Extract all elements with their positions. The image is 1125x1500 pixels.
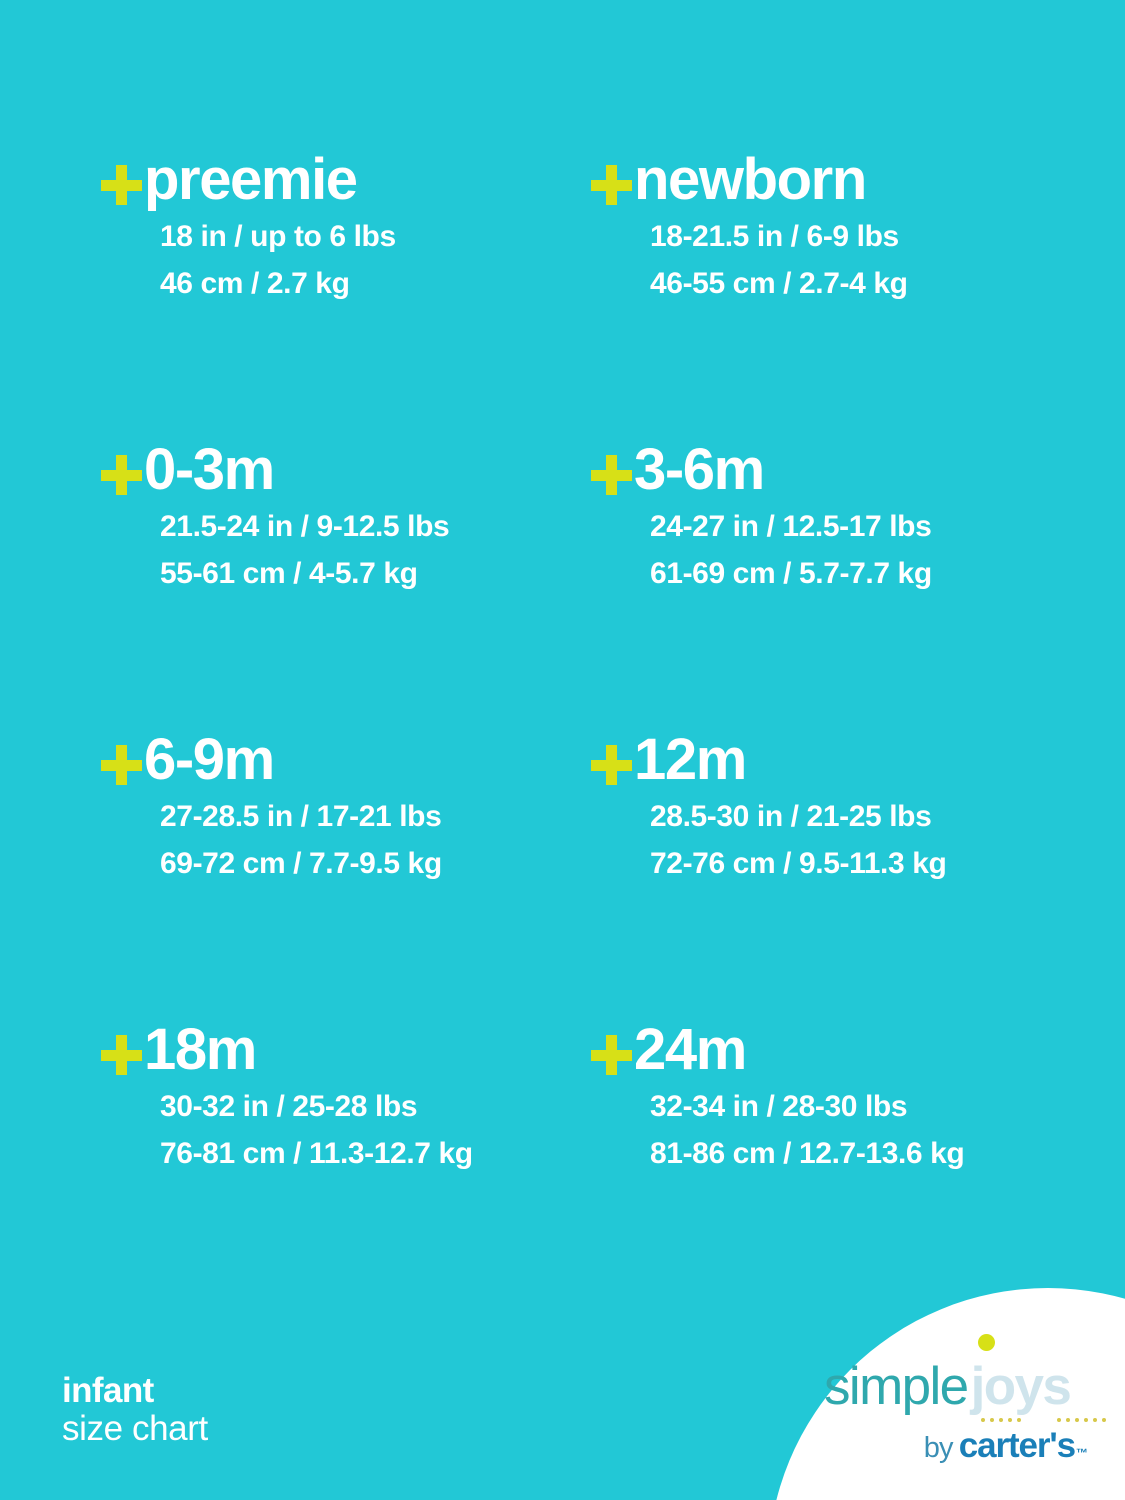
joy-dot-icon: [977, 1334, 995, 1351]
size-measurement-imperial: 24-27 in / 12.5-17 lbs: [650, 510, 932, 543]
brand-logo-secondary-row: by carter's ™: [824, 1428, 1094, 1463]
size-grid: preemie 18 in / up to 6 lbs 46 cm / 2.7 …: [100, 147, 1080, 1312]
size-heading: 12m: [590, 727, 1080, 792]
size-measurement-metric: 46 cm / 2.7 kg: [160, 266, 350, 300]
size-heading: 18m: [100, 1017, 590, 1082]
size-title: 0-3m: [144, 437, 275, 502]
size-heading: newborn: [590, 147, 1080, 212]
size-entry-preemie: preemie 18 in / up to 6 lbs 46 cm / 2.7 …: [100, 147, 590, 442]
size-entry-18m: 18m 30-32 in / 25-28 lbs 76-81 cm / 11.3…: [100, 1017, 590, 1312]
caption-line-1: infant: [62, 1371, 154, 1411]
size-entry-12m: 12m 28.5-30 in / 21-25 lbs 72-76 cm / 9.…: [590, 727, 1080, 1022]
size-title: 18m: [144, 1017, 257, 1082]
plus-icon: [590, 732, 634, 790]
size-measurement-metric: 46-55 cm / 2.7-4 kg: [650, 266, 908, 300]
size-title: 3-6m: [634, 437, 765, 502]
size-measurement-imperial: 30-32 in / 25-28 lbs: [160, 1090, 418, 1123]
size-measurement-imperial: 27-28.5 in / 17-21 lbs: [160, 800, 442, 833]
size-measurement-imperial: 21.5-24 in / 9-12.5 lbs: [160, 510, 450, 543]
size-entry-6-9m: 6-9m 27-28.5 in / 17-21 lbs 69-72 cm / 7…: [100, 727, 590, 1022]
size-entry-3-6m: 3-6m 24-27 in / 12.5-17 lbs 61-69 cm / 5…: [590, 437, 1080, 732]
plus-icon: [100, 442, 144, 500]
size-title: 12m: [634, 727, 747, 792]
brand-joys-wrapper: joys: [970, 1334, 1106, 1422]
plus-icon: [100, 1022, 144, 1080]
brand-word-simple: simple: [824, 1357, 969, 1416]
plus-icon: [590, 1022, 634, 1080]
brand-logo: simple joys by carter's ™: [824, 1334, 1106, 1475]
size-measurement-imperial: 18 in / up to 6 lbs: [160, 220, 396, 253]
size-measurement-metric: 72-76 cm / 9.5-11.3 kg: [650, 846, 947, 880]
size-measurement-imperial: 28.5-30 in / 21-25 lbs: [650, 800, 932, 833]
size-measurement-imperial: 32-34 in / 28-30 lbs: [650, 1090, 908, 1123]
size-entry-0-3m: 0-3m 21.5-24 in / 9-12.5 lbs 55-61 cm / …: [100, 437, 590, 732]
trademark-symbol: ™: [1076, 1446, 1088, 1460]
size-entry-24m: 24m 32-34 in / 28-30 lbs 81-86 cm / 12.7…: [590, 1017, 1080, 1312]
caption-line-2: size chart: [62, 1409, 208, 1449]
size-measurement-metric: 69-72 cm / 7.7-9.5 kg: [160, 846, 442, 880]
size-heading: 6-9m: [100, 727, 590, 792]
brand-word-carters: carter's: [958, 1426, 1076, 1465]
size-entry-newborn: newborn 18-21.5 in / 6-9 lbs 46-55 cm / …: [590, 147, 1080, 442]
size-measurement-metric: 61-69 cm / 5.7-7.7 kg: [650, 556, 932, 590]
brand-word-by: by: [923, 1432, 954, 1464]
plus-icon: [590, 442, 634, 500]
plus-icon: [590, 152, 634, 210]
size-title: 24m: [634, 1017, 747, 1082]
plus-icon: [100, 152, 144, 210]
size-title: 6-9m: [144, 727, 275, 792]
size-heading: preemie: [100, 147, 590, 212]
chart-caption: infant size chart: [62, 1372, 208, 1448]
plus-icon: [100, 732, 144, 790]
size-measurement-metric: 81-86 cm / 12.7-13.6 kg: [650, 1136, 965, 1170]
size-heading: 0-3m: [100, 437, 590, 502]
size-measurement-metric: 76-81 cm / 11.3-12.7 kg: [160, 1136, 473, 1170]
brand-word-joys: joys: [970, 1357, 1072, 1416]
size-measurement-imperial: 18-21.5 in / 6-9 lbs: [650, 220, 899, 253]
brand-logo-primary-row: simple joys: [824, 1334, 1106, 1422]
size-heading: 3-6m: [590, 437, 1080, 502]
dotted-underline-decoration: [979, 1418, 1107, 1423]
size-heading: 24m: [590, 1017, 1080, 1082]
size-title: preemie: [144, 147, 358, 212]
size-title: newborn: [634, 147, 867, 212]
size-measurement-metric: 55-61 cm / 4-5.7 kg: [160, 556, 418, 590]
